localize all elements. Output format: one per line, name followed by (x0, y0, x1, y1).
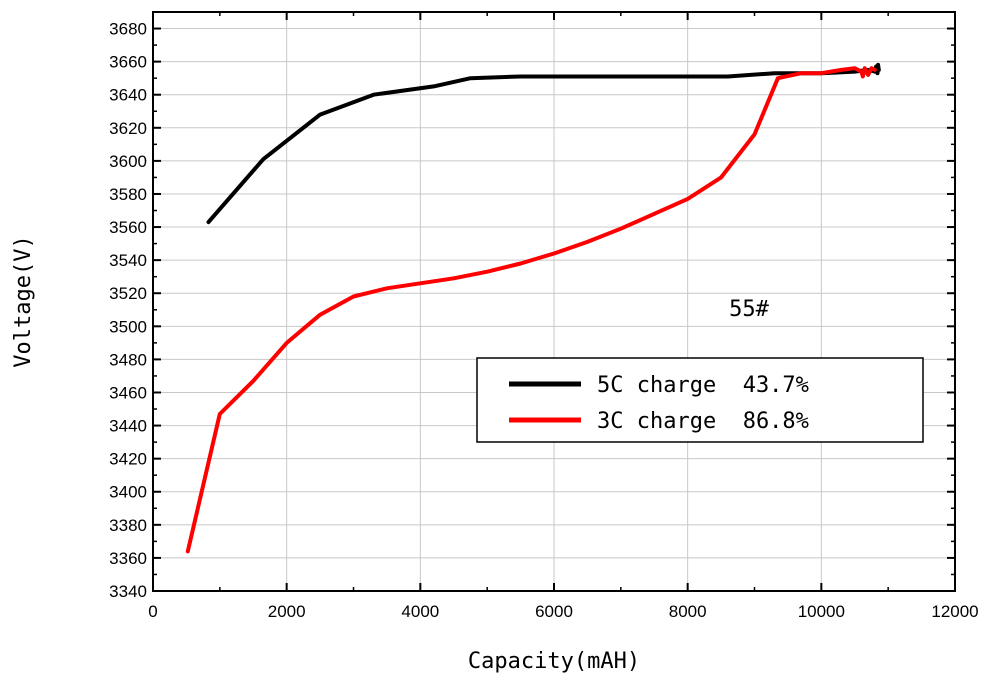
chart-annotation: 55# (729, 297, 769, 322)
y-axis-title: Voltage(V) (11, 235, 36, 367)
x-tick-label: 10000 (798, 602, 845, 621)
x-tick-label: 6000 (535, 602, 573, 621)
y-tick-label: 3360 (109, 549, 147, 568)
axis-ticks (152, 12, 956, 592)
x-axis-title: Capacity(mAH) (468, 649, 640, 674)
y-tick-label: 3440 (109, 417, 147, 436)
y-tick-label: 3580 (109, 185, 147, 204)
series-line-1 (206, 62, 881, 225)
series-lines (185, 62, 881, 554)
y-tick-label: 3600 (109, 152, 147, 171)
legend: 5C charge 43.7% 3C charge 86.8% (476, 357, 924, 443)
legend-label-1: 5C charge 43.7% (597, 373, 809, 398)
y-tick-label: 3460 (109, 383, 147, 402)
x-tick-label: 2000 (268, 602, 306, 621)
x-tick-label: 0 (148, 602, 157, 621)
x-tick-label: 8000 (669, 602, 707, 621)
legend-box (476, 357, 924, 443)
y-tick-label: 3340 (109, 582, 147, 601)
x-tick-labels: 0 2000 4000 6000 8000 10000 12000 (148, 602, 978, 621)
y-tick-label: 3500 (109, 317, 147, 336)
y-tick-label: 3640 (109, 86, 147, 105)
y-tick-label: 3560 (109, 218, 147, 237)
y-tick-label: 3420 (109, 450, 147, 469)
y-tick-label: 3680 (109, 20, 147, 39)
y-tick-label: 3480 (109, 350, 147, 369)
x-tick-label: 4000 (401, 602, 439, 621)
x-tick-label: 12000 (931, 602, 978, 621)
y-tick-labels: 3340 3360 3380 3400 3420 3440 3460 3480 3500 3520… (109, 20, 147, 601)
y-tick-label: 3620 (109, 119, 147, 138)
y-tick-label: 3380 (109, 516, 147, 535)
y-tick-label: 3520 (109, 284, 147, 303)
series-line-2 (185, 66, 877, 554)
y-tick-label: 3660 (109, 53, 147, 72)
y-tick-label: 3400 (109, 483, 147, 502)
y-tick-label: 3540 (109, 251, 147, 270)
legend-label-2: 3C charge 86.8% (597, 409, 809, 434)
